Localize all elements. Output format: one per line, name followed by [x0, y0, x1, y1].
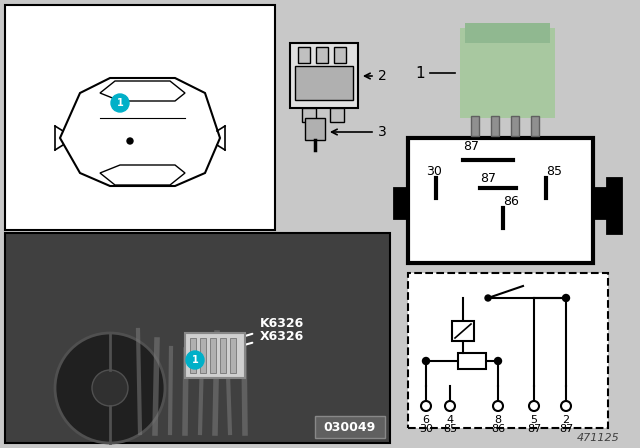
Text: 3: 3	[378, 125, 387, 139]
Text: 1: 1	[415, 65, 425, 81]
Text: 85: 85	[546, 165, 562, 178]
Circle shape	[92, 370, 128, 406]
Bar	[302, 108, 316, 122]
Bar	[531, 116, 539, 136]
Text: 8: 8	[495, 415, 502, 425]
Text: K6326: K6326	[260, 317, 304, 330]
Bar	[511, 116, 519, 136]
Bar	[200, 338, 206, 373]
Bar	[491, 116, 499, 136]
Bar	[305, 118, 325, 140]
Circle shape	[529, 401, 539, 411]
Bar	[607, 178, 621, 233]
Bar	[210, 338, 216, 373]
Text: 6: 6	[422, 415, 429, 425]
Polygon shape	[60, 78, 220, 186]
Bar	[220, 338, 226, 373]
Bar	[465, 23, 550, 43]
Circle shape	[186, 351, 204, 369]
Circle shape	[495, 358, 502, 365]
Circle shape	[493, 401, 503, 411]
Bar	[460, 28, 555, 118]
Bar	[593, 188, 607, 218]
Bar	[330, 108, 344, 122]
Polygon shape	[100, 165, 185, 185]
Bar	[230, 338, 236, 373]
Text: 1: 1	[116, 98, 124, 108]
Circle shape	[111, 94, 129, 112]
Bar	[408, 138, 593, 263]
Bar	[471, 116, 479, 136]
Bar	[190, 338, 196, 373]
Text: 5: 5	[531, 415, 538, 425]
Text: 87: 87	[480, 172, 496, 185]
Bar	[290, 43, 358, 108]
Circle shape	[561, 401, 571, 411]
Circle shape	[421, 401, 431, 411]
Bar	[458, 353, 486, 369]
Bar	[408, 273, 608, 428]
Text: 87: 87	[463, 140, 479, 153]
Text: 030049: 030049	[324, 421, 376, 434]
Text: 30: 30	[426, 165, 442, 178]
Text: 2: 2	[563, 415, 570, 425]
Circle shape	[563, 294, 570, 302]
Text: 86: 86	[503, 195, 519, 208]
Bar	[316, 47, 328, 63]
Text: 87: 87	[559, 424, 573, 434]
Bar	[298, 47, 310, 63]
Circle shape	[422, 358, 429, 365]
Circle shape	[485, 295, 491, 301]
Circle shape	[445, 401, 455, 411]
Text: 87: 87	[527, 424, 541, 434]
Circle shape	[55, 333, 165, 443]
Text: 471125: 471125	[577, 433, 620, 443]
Bar	[334, 47, 346, 63]
Text: 4: 4	[447, 415, 454, 425]
Text: 2: 2	[378, 69, 387, 83]
Bar	[5, 233, 390, 443]
Bar	[315, 416, 385, 438]
Bar	[295, 66, 353, 100]
Polygon shape	[100, 81, 185, 101]
Bar	[394, 188, 408, 218]
Text: X6326: X6326	[260, 330, 304, 343]
Bar	[185, 333, 245, 378]
Text: 86: 86	[491, 424, 505, 434]
Text: 85: 85	[443, 424, 457, 434]
Text: 1: 1	[191, 355, 198, 365]
Circle shape	[127, 138, 133, 144]
Bar	[452, 321, 474, 341]
Text: 30: 30	[419, 424, 433, 434]
Bar	[5, 5, 275, 230]
